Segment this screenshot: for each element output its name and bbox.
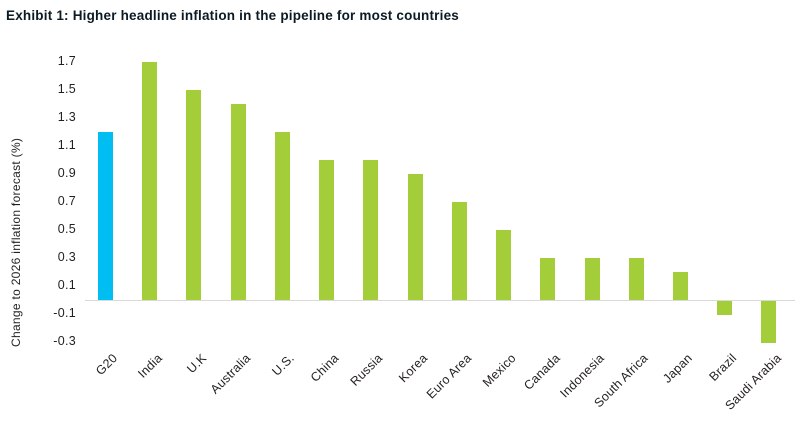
y-tick-1-point-5: 1.5 (57, 82, 76, 96)
y-tick-0-point-9: 0.9 (57, 166, 76, 180)
bar-brazil (717, 301, 733, 315)
y-tick-0-point-7: 0.7 (57, 194, 76, 208)
bar-india (142, 62, 158, 300)
bar-u-k (186, 90, 202, 300)
x-label-china: China (307, 351, 342, 385)
bar-australia (230, 104, 246, 300)
y-tick-1-point-3: 1.3 (57, 110, 76, 124)
y-tick-0-point-3: 0.3 (57, 250, 76, 264)
zero-baseline (85, 300, 795, 301)
y-tick-0-point-5: 0.5 (57, 222, 76, 236)
x-label-brazil: Brazil (706, 351, 740, 384)
x-label-euro-area: Euro Area (423, 351, 475, 402)
x-label-canada: Canada (520, 351, 563, 393)
bar-g20 (98, 132, 113, 300)
x-label-u-k: U.K (183, 351, 209, 377)
bar-u-s (274, 132, 290, 300)
x-label-australia: Australia (207, 351, 254, 397)
x-label-g20: G20 (93, 351, 121, 379)
x-label-russia: Russia (348, 351, 386, 389)
y-tick-1-point-7: 1.7 (57, 54, 76, 68)
x-label-korea: Korea (395, 351, 431, 386)
x-label-india: India (134, 351, 165, 381)
y-axis-label: Change to 2026 inflation forecast (%) (9, 137, 23, 347)
y-tick-minus-0-point-1: -0.1 (53, 306, 76, 320)
exhibit-title: Exhibit 1: Higher headline inflation in … (6, 8, 459, 23)
bar-saudi-arabia (761, 301, 777, 343)
y-tick-1-point-1: 1.1 (57, 138, 76, 152)
y-tick-minus-0-point-3: -0.3 (53, 334, 76, 348)
bar-canada (540, 258, 556, 300)
bar-south-africa (628, 258, 644, 300)
bar-japan (672, 272, 688, 300)
x-label-u-s: U.S. (269, 351, 298, 379)
bar-russia (363, 160, 379, 300)
bar-euro-area (451, 202, 467, 300)
bar-mexico (496, 230, 512, 300)
x-label-japan: Japan (660, 351, 696, 386)
bar-indonesia (584, 258, 600, 300)
bar-china (319, 160, 335, 300)
x-label-mexico: Mexico (479, 351, 519, 390)
y-tick-0-point-1: 0.1 (57, 278, 76, 292)
bar-korea (407, 174, 423, 300)
